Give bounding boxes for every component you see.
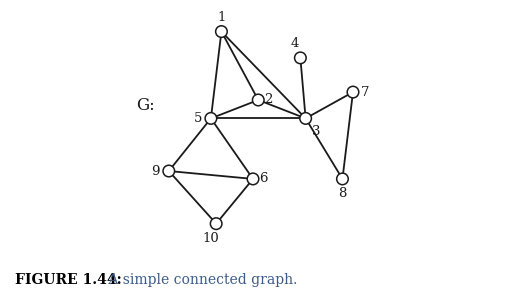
Circle shape: [215, 26, 227, 37]
Circle shape: [163, 165, 174, 177]
Text: A simple connected graph.: A simple connected graph.: [104, 273, 296, 287]
Text: 6: 6: [259, 173, 267, 185]
Circle shape: [252, 94, 264, 106]
Circle shape: [247, 173, 258, 185]
Circle shape: [336, 173, 347, 185]
Circle shape: [346, 86, 358, 98]
Circle shape: [210, 218, 222, 229]
Text: 8: 8: [338, 187, 346, 200]
Text: 9: 9: [151, 164, 160, 178]
Text: FIGURE 1.44:: FIGURE 1.44:: [15, 273, 122, 287]
Circle shape: [294, 52, 306, 64]
Circle shape: [205, 113, 216, 124]
Text: 3: 3: [311, 125, 320, 138]
Text: 2: 2: [264, 94, 272, 106]
Text: 1: 1: [217, 10, 225, 24]
Text: 5: 5: [193, 112, 201, 125]
Text: 10: 10: [202, 232, 219, 245]
Circle shape: [299, 113, 311, 124]
Text: 4: 4: [290, 37, 298, 50]
Text: 7: 7: [360, 86, 368, 99]
Text: G:: G:: [136, 97, 155, 114]
